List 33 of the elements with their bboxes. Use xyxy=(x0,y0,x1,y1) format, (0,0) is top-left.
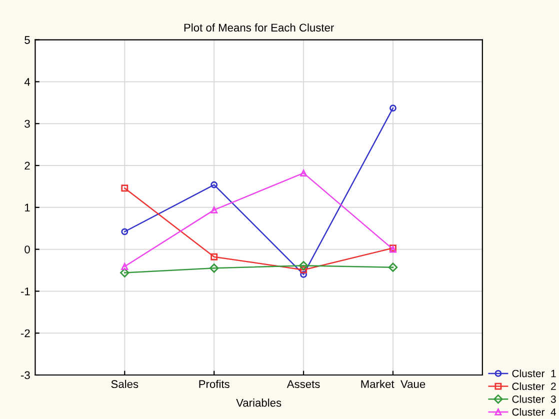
point xyxy=(210,253,218,260)
point xyxy=(209,264,219,273)
x-tick-label: Market Vaue xyxy=(361,380,426,388)
legend-label: Cluster 1 xyxy=(512,370,556,378)
point xyxy=(121,184,128,192)
y-tick-label: 5 xyxy=(24,36,30,44)
point xyxy=(300,170,308,177)
legend-label: Cluster 3 xyxy=(512,395,556,403)
y-tick-label: 1 xyxy=(25,204,30,212)
x-axis-title: Variables xyxy=(236,398,282,407)
y-tick-label: -2 xyxy=(20,329,30,338)
y-tick-label: 4 xyxy=(24,78,30,86)
x-tick-label: Assets xyxy=(286,380,320,388)
legend-label: Cluster 2 xyxy=(512,382,556,390)
y-tick-label: 3 xyxy=(24,120,30,128)
x-tick-label: Profits xyxy=(199,380,230,388)
y-tick-label: 2 xyxy=(24,162,30,170)
point xyxy=(120,268,130,278)
point xyxy=(121,263,128,270)
y-tick-label: -1 xyxy=(20,288,30,296)
y-tick-label: 0 xyxy=(24,246,30,254)
point xyxy=(121,228,128,236)
point xyxy=(388,262,398,272)
point xyxy=(300,266,308,274)
chart-title: Plot of Means for Each Cluster xyxy=(184,23,334,32)
point xyxy=(298,261,308,270)
y-tick-label: -3 xyxy=(20,371,30,380)
point xyxy=(300,270,308,278)
legend-label: Cluster 4 xyxy=(512,408,556,416)
x-tick-label: Sales xyxy=(111,380,138,388)
point xyxy=(210,206,218,214)
point xyxy=(390,104,396,112)
point xyxy=(210,181,218,188)
